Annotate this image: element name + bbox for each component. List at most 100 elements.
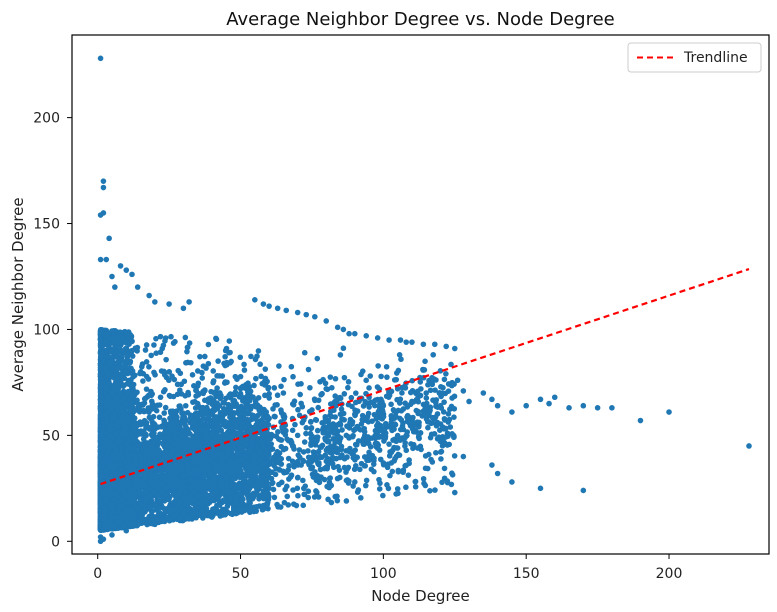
scatter-point — [417, 379, 424, 385]
scatter-point — [358, 421, 365, 427]
scatter-point — [254, 353, 260, 360]
scatter-point — [156, 414, 163, 421]
scatter-point — [161, 418, 168, 425]
scatter-point — [337, 474, 343, 481]
scatter-point — [278, 461, 285, 467]
scatter-point — [383, 363, 390, 370]
scatter-point — [451, 414, 457, 421]
scatter-point — [266, 391, 272, 397]
scatter-point — [408, 441, 414, 447]
scatter-point — [275, 429, 281, 435]
scatter-point — [407, 389, 414, 396]
scatter-point — [327, 374, 334, 380]
scatter-point — [274, 402, 280, 408]
scatter-point — [237, 354, 244, 361]
scatter-point — [171, 376, 178, 383]
scatter-point — [142, 347, 149, 353]
scatter-point — [431, 431, 438, 437]
scatter-point — [151, 342, 157, 348]
scatter-point — [443, 434, 449, 440]
scatter-point — [345, 384, 351, 391]
scatter-point — [348, 394, 355, 401]
scatter-point — [351, 466, 358, 473]
scatter-point — [376, 486, 383, 492]
scatter-point — [251, 382, 257, 389]
scatter-point — [143, 386, 150, 392]
scatter-point — [248, 353, 254, 360]
scatter-point — [437, 368, 444, 374]
scatter-point — [162, 387, 168, 393]
scatter-point — [357, 466, 363, 473]
scatter-point — [398, 356, 404, 363]
scatter-point — [332, 375, 339, 382]
scatter-point — [281, 376, 287, 383]
scatter-point — [295, 452, 302, 458]
scatter-point — [373, 422, 380, 429]
scatter-point — [386, 441, 392, 447]
scatter-point — [153, 350, 160, 356]
scatter-point — [423, 395, 430, 401]
scatter-point — [253, 375, 259, 382]
scatter-point — [140, 378, 146, 384]
scatter-point — [182, 334, 189, 341]
scatter-point — [301, 349, 308, 356]
scatter-point — [181, 378, 188, 385]
scatter-point — [405, 472, 412, 478]
scatter-point — [403, 484, 409, 491]
scatter-point — [141, 417, 148, 424]
scatter-point — [432, 487, 438, 493]
scatter-point — [399, 390, 405, 396]
scatter-point — [375, 408, 382, 415]
scatter-point — [153, 335, 159, 342]
scatter-point — [270, 486, 277, 493]
scatter-point — [205, 341, 212, 348]
scatter-point — [148, 352, 155, 359]
scatter-point — [265, 385, 271, 392]
scatter-point — [422, 465, 429, 472]
scatter-point — [300, 502, 307, 509]
scatter-point — [221, 407, 228, 414]
scatter-point — [271, 385, 278, 391]
scatter-point — [186, 340, 193, 346]
scatter-point — [214, 385, 220, 391]
scatter-point — [367, 443, 374, 450]
scatter-point — [273, 433, 280, 440]
scatter-point — [432, 387, 438, 393]
scatter-point — [168, 333, 174, 340]
scatter-point — [357, 495, 364, 501]
scatter-point — [376, 476, 382, 483]
scatter-point — [438, 456, 444, 462]
scatter-point — [160, 342, 167, 349]
scatter-point — [451, 453, 458, 459]
scatter-point — [143, 359, 150, 365]
scatter-point — [300, 449, 307, 455]
scatter-point — [270, 406, 276, 412]
scatter-point — [373, 416, 380, 422]
scatter-point — [301, 439, 308, 445]
scatter-point — [262, 392, 268, 399]
scatter-point — [295, 492, 301, 499]
scatter-point — [184, 348, 190, 355]
scatter-point — [217, 411, 224, 417]
scatter-point — [284, 493, 291, 500]
scatter-point — [343, 498, 350, 504]
scatter-point — [445, 411, 452, 417]
scatter-point — [296, 447, 303, 453]
scatter-point — [205, 360, 212, 367]
scatter-point — [443, 371, 449, 377]
scatter-point — [201, 397, 208, 404]
scatter-point — [285, 455, 292, 462]
scatter-point — [335, 463, 341, 470]
scatter-point — [163, 356, 169, 363]
scatter-point — [305, 488, 312, 495]
scatter-point — [380, 492, 386, 499]
scatter-point — [353, 390, 359, 396]
scatter-point — [440, 384, 446, 391]
scatter-point — [327, 475, 333, 481]
scatter-point — [146, 414, 153, 421]
scatter-point — [288, 472, 295, 479]
scatter-point — [257, 410, 263, 417]
scatter-point — [441, 399, 447, 405]
